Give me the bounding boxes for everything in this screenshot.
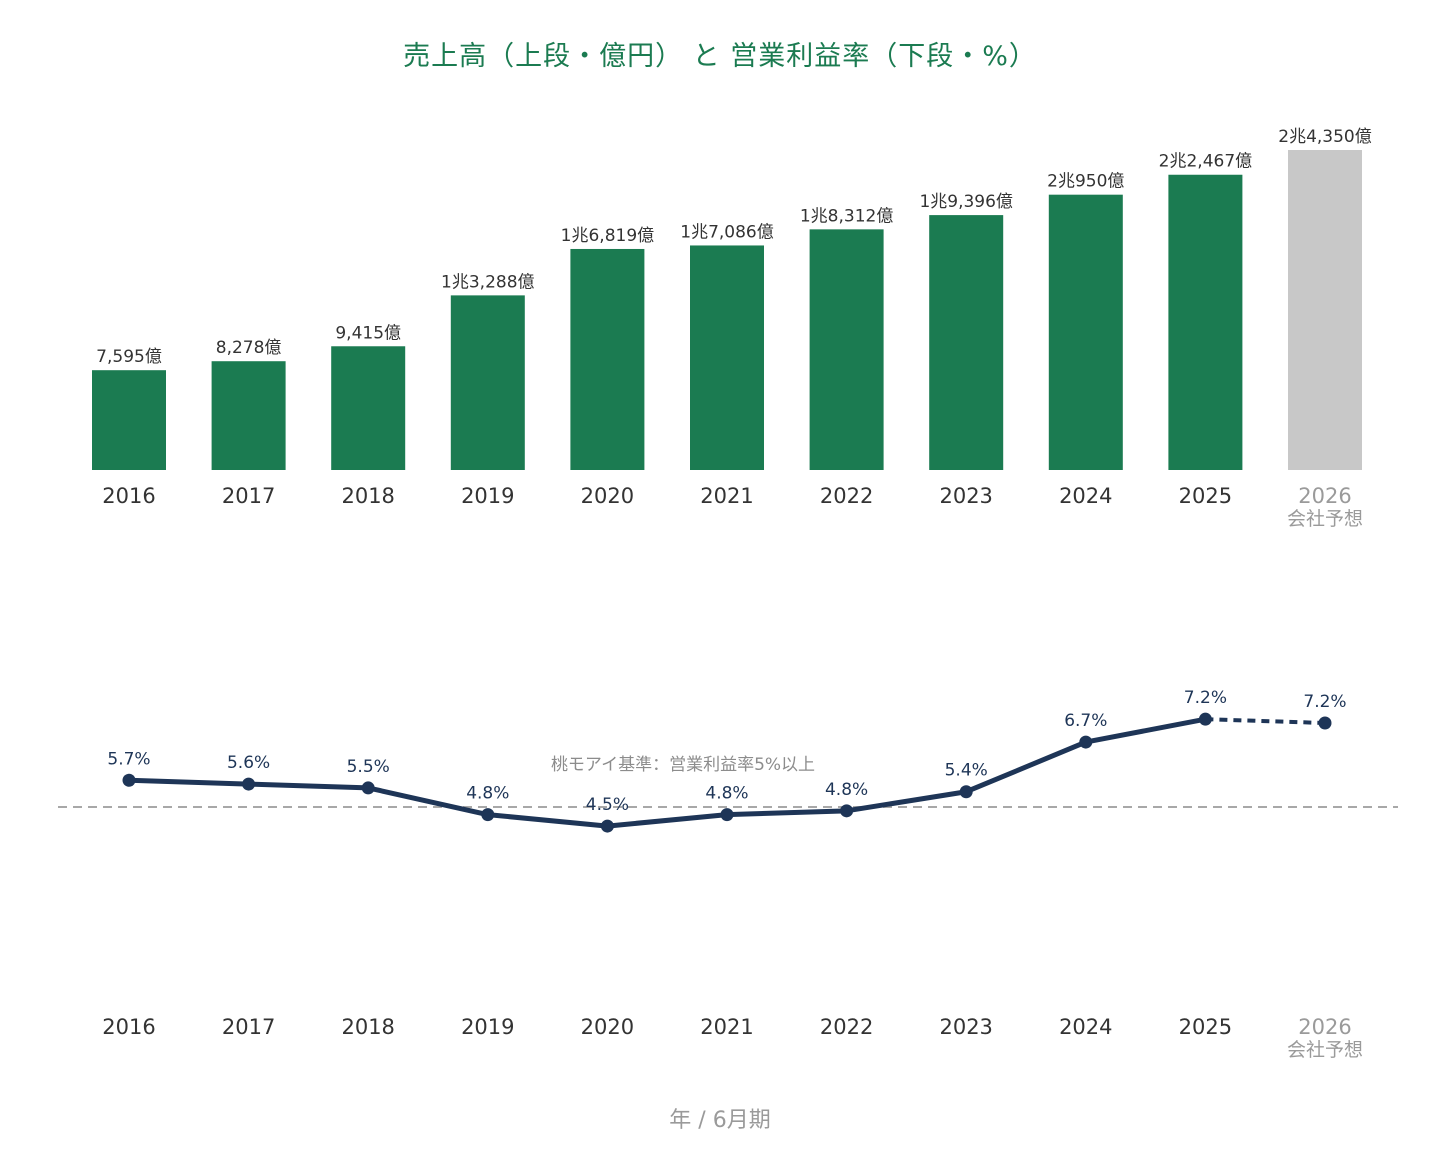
bar-value-label-2024: 2兆950億 xyxy=(1047,172,1124,192)
margin-value-label-2022: 4.8% xyxy=(825,780,868,800)
margin-line-forecast xyxy=(1205,717,1326,725)
margin-point-2023 xyxy=(959,785,973,799)
margin-value-label-2019: 4.8% xyxy=(466,784,509,804)
margin-point-2024 xyxy=(1079,735,1093,749)
margin-point-2021 xyxy=(720,808,734,822)
bar-x-tick-2019: 2019 xyxy=(461,484,514,508)
line-x-tick-2016: 2016 xyxy=(102,1015,155,1039)
margin-point-2020 xyxy=(600,819,614,833)
bar-x-tick-2020: 2020 xyxy=(581,484,634,508)
line-x-tick-2024: 2024 xyxy=(1059,1015,1112,1039)
margin-point-2016 xyxy=(122,773,136,787)
bar-x-tick-2022: 2022 xyxy=(820,484,873,508)
margin-point-2022 xyxy=(840,804,854,818)
margin-line-actual xyxy=(126,716,1208,829)
margin-point-2018 xyxy=(361,781,375,795)
bar-x-tick-2024: 2024 xyxy=(1059,484,1112,508)
bar-x-tick-2021: 2021 xyxy=(700,484,753,508)
bar-value-label-2020: 1兆6,819億 xyxy=(561,226,654,246)
margin-value-label-2026: 7.2% xyxy=(1303,692,1346,712)
bar-2017 xyxy=(211,361,286,470)
bar-x-tick-2017: 2017 xyxy=(222,484,275,508)
margin-point-2019 xyxy=(481,808,495,822)
line-x-tick-2018: 2018 xyxy=(341,1015,394,1039)
bar-2025 xyxy=(1168,174,1243,470)
bar-2022 xyxy=(809,229,884,470)
margin-value-label-2024: 6.7% xyxy=(1064,711,1107,731)
bar-value-label-2021: 1兆7,086億 xyxy=(680,222,773,242)
bar-value-label-2016: 7,595億 xyxy=(96,347,162,367)
line-x-tick-2020: 2020 xyxy=(581,1015,634,1039)
bar-2024 xyxy=(1048,194,1123,470)
chart-title: 売上高（上段・億円） と 営業利益率（下段・%） xyxy=(403,41,1037,72)
bar-x-tick-2023: 2023 xyxy=(939,484,992,508)
bar-2019 xyxy=(450,295,525,470)
bar-2021 xyxy=(690,245,764,470)
line-x-tick-2021: 2021 xyxy=(700,1015,753,1039)
line-x-tick-2017: 2017 xyxy=(222,1015,275,1039)
margin-value-label-2025: 7.2% xyxy=(1184,688,1227,708)
line-x-tick-note-2026: 会社予想 xyxy=(1287,1039,1363,1061)
x-axis-unit-label: 年 / 6月期 xyxy=(669,1108,771,1133)
bar-x-tick-2026: 2026 xyxy=(1298,484,1351,508)
reference-line-label: 桃モアイ基準：営業利益率5%以上 xyxy=(551,755,815,775)
margin-value-label-2023: 5.4% xyxy=(945,761,988,781)
bar-x-tick-2018: 2018 xyxy=(341,484,394,508)
bar-value-label-2019: 1兆3,288億 xyxy=(441,272,534,292)
bar-2026 xyxy=(1288,150,1362,470)
bar-2023 xyxy=(929,215,1004,470)
margin-point-2025 xyxy=(1198,712,1212,726)
line-x-tick-2025: 2025 xyxy=(1179,1015,1232,1039)
line-x-tick-2022: 2022 xyxy=(820,1015,873,1039)
bar-value-label-2025: 2兆2,467億 xyxy=(1159,152,1252,172)
bar-value-label-2022: 1兆8,312億 xyxy=(800,206,893,226)
bar-2016 xyxy=(92,370,166,470)
bar-2018 xyxy=(331,346,406,470)
line-x-tick-2026: 2026 xyxy=(1298,1015,1351,1039)
line-x-tick-2023: 2023 xyxy=(939,1015,992,1039)
line-x-tick-2019: 2019 xyxy=(461,1015,514,1039)
margin-point-2017 xyxy=(242,777,256,791)
bar-value-label-2018: 9,415億 xyxy=(335,323,401,343)
margin-value-label-2017: 5.6% xyxy=(227,753,270,773)
bar-x-tick-2025: 2025 xyxy=(1179,484,1232,508)
bar-value-label-2026: 2兆4,350億 xyxy=(1278,127,1371,147)
margin-value-label-2020: 4.5% xyxy=(586,795,629,815)
margin-value-label-2021: 4.8% xyxy=(705,784,748,804)
margin-point-2026 xyxy=(1318,716,1332,730)
bar-x-tick-2016: 2016 xyxy=(102,484,155,508)
bar-value-label-2017: 8,278億 xyxy=(216,338,282,358)
margin-value-label-2018: 5.5% xyxy=(347,757,390,777)
bar-value-label-2023: 1兆9,396億 xyxy=(919,192,1012,212)
margin-value-label-2016: 5.7% xyxy=(107,749,150,769)
bar-2020 xyxy=(570,248,645,470)
bar-x-tick-note-2026: 会社予想 xyxy=(1287,508,1363,530)
